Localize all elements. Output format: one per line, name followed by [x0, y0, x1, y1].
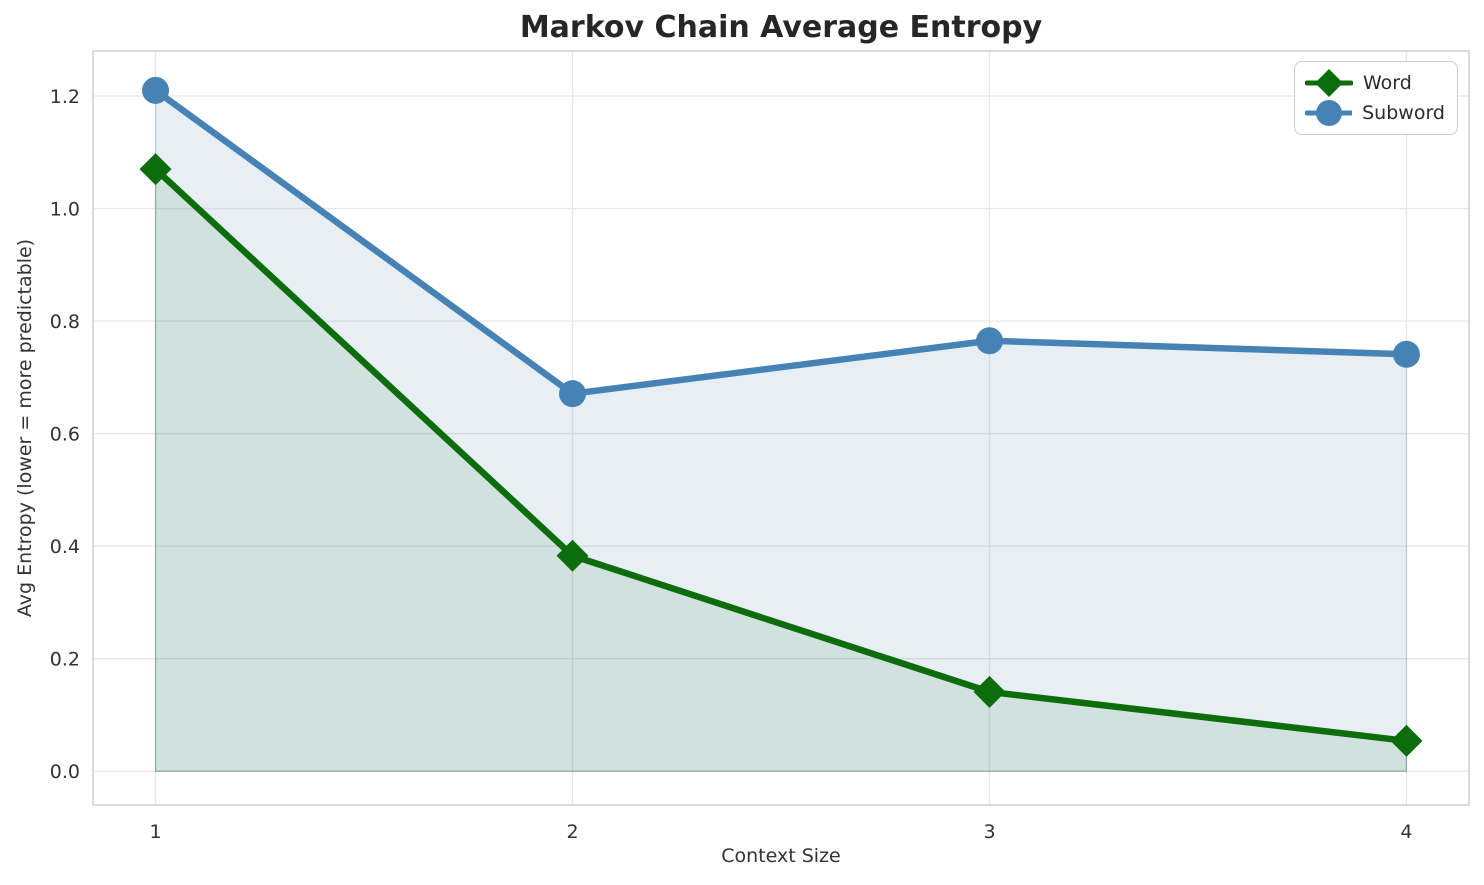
y-tick-label: 1.2: [50, 86, 80, 108]
chart-title: Markov Chain Average Entropy: [519, 10, 1043, 45]
legend-item-subword: Subword: [1305, 98, 1445, 128]
legend: Word Subword: [1294, 61, 1458, 135]
subword-marker: [975, 327, 1003, 355]
x-tick-label: 4: [1400, 821, 1412, 843]
y-tick-label: 0.8: [50, 311, 80, 333]
x-tick-label: 3: [983, 821, 995, 843]
subword-legend-marker-icon: [1305, 100, 1353, 126]
subword-marker: [559, 380, 587, 408]
y-tick-label: 0.2: [50, 649, 80, 671]
x-tick-label: 2: [566, 821, 578, 843]
legend-label-subword: Subword: [1362, 101, 1445, 124]
word-marker: [139, 153, 172, 186]
subword-marker: [142, 76, 170, 104]
word-marker: [556, 539, 589, 572]
plot-border: [92, 50, 1470, 806]
y-tick-label: 0.0: [50, 761, 80, 783]
y-tick-label: 1.0: [50, 199, 80, 221]
word-marker: [1390, 724, 1423, 757]
y-tick-label: 0.4: [50, 536, 80, 558]
word-line: [152, 165, 1410, 745]
word-legend-marker-icon: [1305, 69, 1353, 97]
x-axis-label: Context Size: [721, 845, 841, 867]
y-axis-label: Avg Entropy (lower = more predictable): [14, 238, 36, 618]
word-marker: [973, 675, 1006, 708]
x-tick-label: 1: [149, 821, 161, 843]
subword-marker: [1392, 340, 1420, 368]
legend-item-word: Word: [1305, 68, 1445, 98]
y-tick-label: 0.6: [50, 424, 80, 446]
subword-line: [152, 87, 1410, 397]
legend-label-word: Word: [1363, 71, 1412, 94]
